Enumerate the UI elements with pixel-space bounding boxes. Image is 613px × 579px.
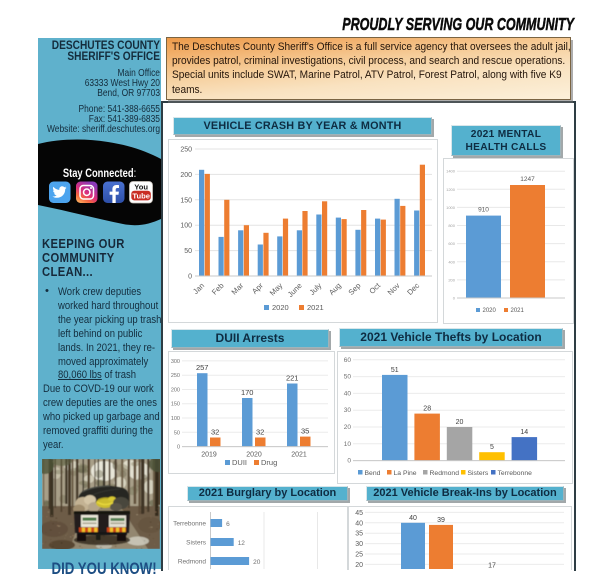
svg-text:45: 45 <box>355 510 363 517</box>
svg-text:50: 50 <box>184 248 192 255</box>
svg-text:5: 5 <box>490 444 494 451</box>
svg-text:32: 32 <box>211 428 219 437</box>
svg-text:20: 20 <box>344 424 352 431</box>
svg-text:400: 400 <box>448 259 455 264</box>
svg-text:150: 150 <box>171 402 180 408</box>
svg-text:Sep: Sep <box>347 281 363 297</box>
svg-text:Jan: Jan <box>191 281 206 296</box>
svg-text:30: 30 <box>355 541 363 548</box>
svg-text:17: 17 <box>488 563 496 569</box>
svg-text:2021: 2021 <box>307 303 324 312</box>
svg-text:200: 200 <box>180 172 192 179</box>
svg-text:250: 250 <box>171 373 180 379</box>
svg-text:2021: 2021 <box>291 452 307 459</box>
svg-text:Redmond: Redmond <box>430 470 460 477</box>
svg-text:30: 30 <box>344 407 352 414</box>
svg-text:40: 40 <box>355 520 363 527</box>
svg-text:170: 170 <box>241 388 254 397</box>
svg-text:Terrebonne: Terrebonne <box>498 470 533 477</box>
svg-text:Drug: Drug <box>261 458 277 467</box>
svg-text:Aug: Aug <box>327 281 343 297</box>
svg-text:0: 0 <box>347 458 351 465</box>
svg-text:20: 20 <box>253 559 261 566</box>
svg-text:Redmond: Redmond <box>178 559 207 566</box>
svg-text:1200: 1200 <box>446 187 456 192</box>
svg-text:100: 100 <box>171 416 180 422</box>
svg-text:2021: 2021 <box>511 308 525 314</box>
svg-text:May: May <box>268 281 285 298</box>
svg-text:0: 0 <box>177 445 180 451</box>
svg-text:910: 910 <box>478 207 489 214</box>
svg-text:150: 150 <box>180 197 192 204</box>
svg-text:Feb: Feb <box>210 281 226 297</box>
svg-text:35: 35 <box>355 531 363 538</box>
svg-text:14: 14 <box>520 429 528 436</box>
svg-text:Mar: Mar <box>230 281 246 297</box>
svg-text:600: 600 <box>448 241 455 246</box>
svg-text:51: 51 <box>391 367 399 374</box>
svg-text:10: 10 <box>344 441 352 448</box>
svg-text:300: 300 <box>171 359 180 365</box>
svg-text:40: 40 <box>344 390 352 397</box>
svg-text:50: 50 <box>174 430 180 436</box>
svg-text:6: 6 <box>226 521 230 528</box>
svg-text:50: 50 <box>344 374 352 381</box>
svg-text:39: 39 <box>437 517 445 524</box>
svg-text:Dec: Dec <box>405 281 421 297</box>
svg-text:Nov: Nov <box>386 281 402 297</box>
svg-text:25: 25 <box>355 552 363 559</box>
svg-text:221: 221 <box>286 374 299 383</box>
svg-text:1400: 1400 <box>446 169 456 174</box>
svg-text:2020: 2020 <box>483 308 497 314</box>
svg-text:250: 250 <box>180 147 192 154</box>
svg-text:12: 12 <box>238 540 246 547</box>
svg-text:Oct: Oct <box>367 280 382 295</box>
svg-text:2020: 2020 <box>272 303 289 312</box>
svg-text:257: 257 <box>196 363 209 372</box>
svg-text:Tube: Tube <box>132 191 150 200</box>
svg-text:June: June <box>286 281 304 299</box>
svg-text:200: 200 <box>171 388 180 394</box>
svg-text:20: 20 <box>355 562 363 569</box>
svg-text:Sisters: Sisters <box>186 540 207 547</box>
svg-text:DUII: DUII <box>232 458 247 467</box>
svg-text:Apr: Apr <box>250 281 265 296</box>
svg-text:0: 0 <box>453 296 456 301</box>
svg-text:100: 100 <box>180 223 192 230</box>
svg-text:Terrebonne: Terrebonne <box>173 521 206 528</box>
svg-text:July: July <box>307 281 323 297</box>
svg-text:32: 32 <box>256 428 264 437</box>
svg-text:1247: 1247 <box>520 176 535 183</box>
svg-text:Bend: Bend <box>365 470 381 477</box>
svg-text:0: 0 <box>188 274 192 281</box>
svg-text:35: 35 <box>301 427 309 436</box>
svg-text:800: 800 <box>448 223 455 228</box>
svg-text:1000: 1000 <box>446 205 456 210</box>
svg-text:You: You <box>134 183 148 192</box>
svg-text:200: 200 <box>448 277 455 282</box>
svg-text:28: 28 <box>423 406 431 413</box>
svg-text:La Pine: La Pine <box>394 470 417 477</box>
svg-text:2020: 2020 <box>246 452 262 459</box>
svg-text:40: 40 <box>409 515 417 522</box>
svg-text:2019: 2019 <box>201 452 217 459</box>
svg-text:60: 60 <box>344 357 352 364</box>
svg-text:20: 20 <box>456 419 464 426</box>
svg-text:Sisters: Sisters <box>468 470 489 477</box>
